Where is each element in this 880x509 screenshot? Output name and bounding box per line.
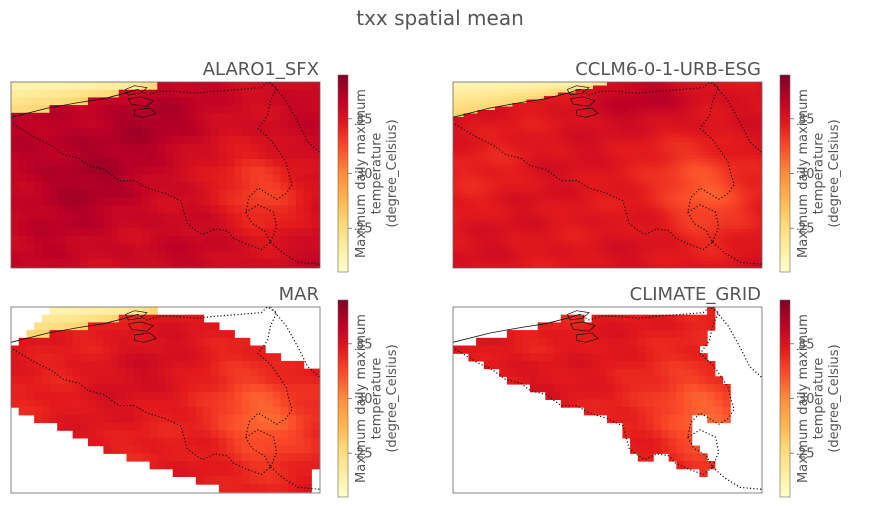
colorbar-label: Maximum daily maximumtemperature(degree_…	[354, 314, 400, 483]
colorbar-tick-label: 35	[356, 337, 373, 352]
colorbar-tick-label: 35	[798, 112, 815, 127]
country-border	[452, 81, 735, 251]
eastern-border	[712, 306, 763, 379]
colorbar-label: Maximum daily maximumtemperature(degree_…	[354, 89, 400, 258]
panel-title-4: CLIMATE_GRID	[630, 284, 761, 305]
map-frame	[452, 81, 763, 269]
luxembourg-border	[245, 429, 278, 468]
panel-title-2: CCLM6-0-1-URB-ESG	[575, 59, 761, 80]
colorbar-label-line: Maximum daily maximum	[354, 89, 369, 258]
colorbar-label-line: Maximum daily maximum	[796, 89, 811, 258]
eastern-border	[270, 306, 321, 379]
colorbar-tick-label: 30	[798, 392, 815, 407]
colorbar-tick-label: 25	[798, 222, 815, 237]
colorbar-label-line: (degree_Celsius)	[385, 344, 400, 452]
colorbar-tick-label: 25	[356, 447, 373, 462]
heatmap-cells-1	[11, 82, 320, 268]
colorbar-tick-label: 30	[798, 167, 815, 182]
estuary-outline-1	[124, 310, 148, 321]
colorbar	[337, 299, 349, 498]
estuary-outline-1	[566, 85, 590, 96]
panel-title-1: ALARO1_SFX	[203, 59, 319, 80]
heatmap-cells-2	[453, 82, 762, 268]
luxembourg-border	[687, 204, 720, 243]
eastern-border	[270, 81, 321, 154]
heatmap-cells-4	[453, 307, 731, 477]
colorbar-tick-label: 35	[356, 112, 373, 127]
estuary-outline-1	[566, 310, 590, 321]
map-frame	[10, 306, 321, 494]
heatmap-cells-3	[11, 307, 320, 493]
estuary-outline-3	[576, 332, 599, 343]
southern-border	[712, 466, 763, 490]
estuary-outline-3	[134, 332, 157, 343]
estuary-outline-2	[570, 96, 596, 107]
map-frame	[452, 306, 763, 494]
panel-title-3: MAR	[279, 284, 319, 305]
colorbar-label-line: (degree_Celsius)	[827, 344, 842, 452]
colorbar-label-line: temperature	[812, 358, 827, 440]
colorbar-tick-label: 30	[356, 392, 373, 407]
colorbar	[337, 74, 349, 273]
colorbar-tick-label: 30	[356, 167, 373, 182]
colorbar-label: Maximum daily maximumtemperature(degree_…	[796, 89, 842, 258]
luxembourg-border	[245, 204, 278, 243]
colorbar-label-line: (degree_Celsius)	[385, 119, 400, 227]
colorbar-tick-label: 25	[798, 447, 815, 462]
colorbar-tick-label: 35	[798, 337, 815, 352]
estuary-outline-3	[576, 107, 599, 118]
country-border	[10, 81, 293, 251]
colorbar-label-line: temperature	[370, 358, 385, 440]
country-border	[452, 306, 735, 476]
estuary-outline-2	[570, 321, 596, 332]
colorbar	[779, 299, 791, 498]
colorbar-label-line: temperature	[812, 133, 827, 215]
colorbar-label: Maximum daily maximumtemperature(degree_…	[796, 314, 842, 483]
colorbar-label-line: temperature	[370, 133, 385, 215]
estuary-outline-3	[134, 107, 157, 118]
estuary-outline-2	[128, 96, 154, 107]
luxembourg-border	[687, 429, 720, 468]
colorbar-label-line: Maximum daily maximum	[354, 314, 369, 483]
map-frame	[10, 81, 321, 269]
colorbar-label-line: (degree_Celsius)	[827, 119, 842, 227]
eastern-border	[712, 81, 763, 154]
country-border	[10, 306, 293, 476]
colorbar-label-line: Maximum daily maximum	[796, 314, 811, 483]
estuary-outline-2	[128, 321, 154, 332]
colorbar-tick-label: 25	[356, 222, 373, 237]
figure-title: txx spatial mean	[356, 6, 524, 30]
colorbar	[779, 74, 791, 273]
estuary-outline-1	[124, 85, 148, 96]
